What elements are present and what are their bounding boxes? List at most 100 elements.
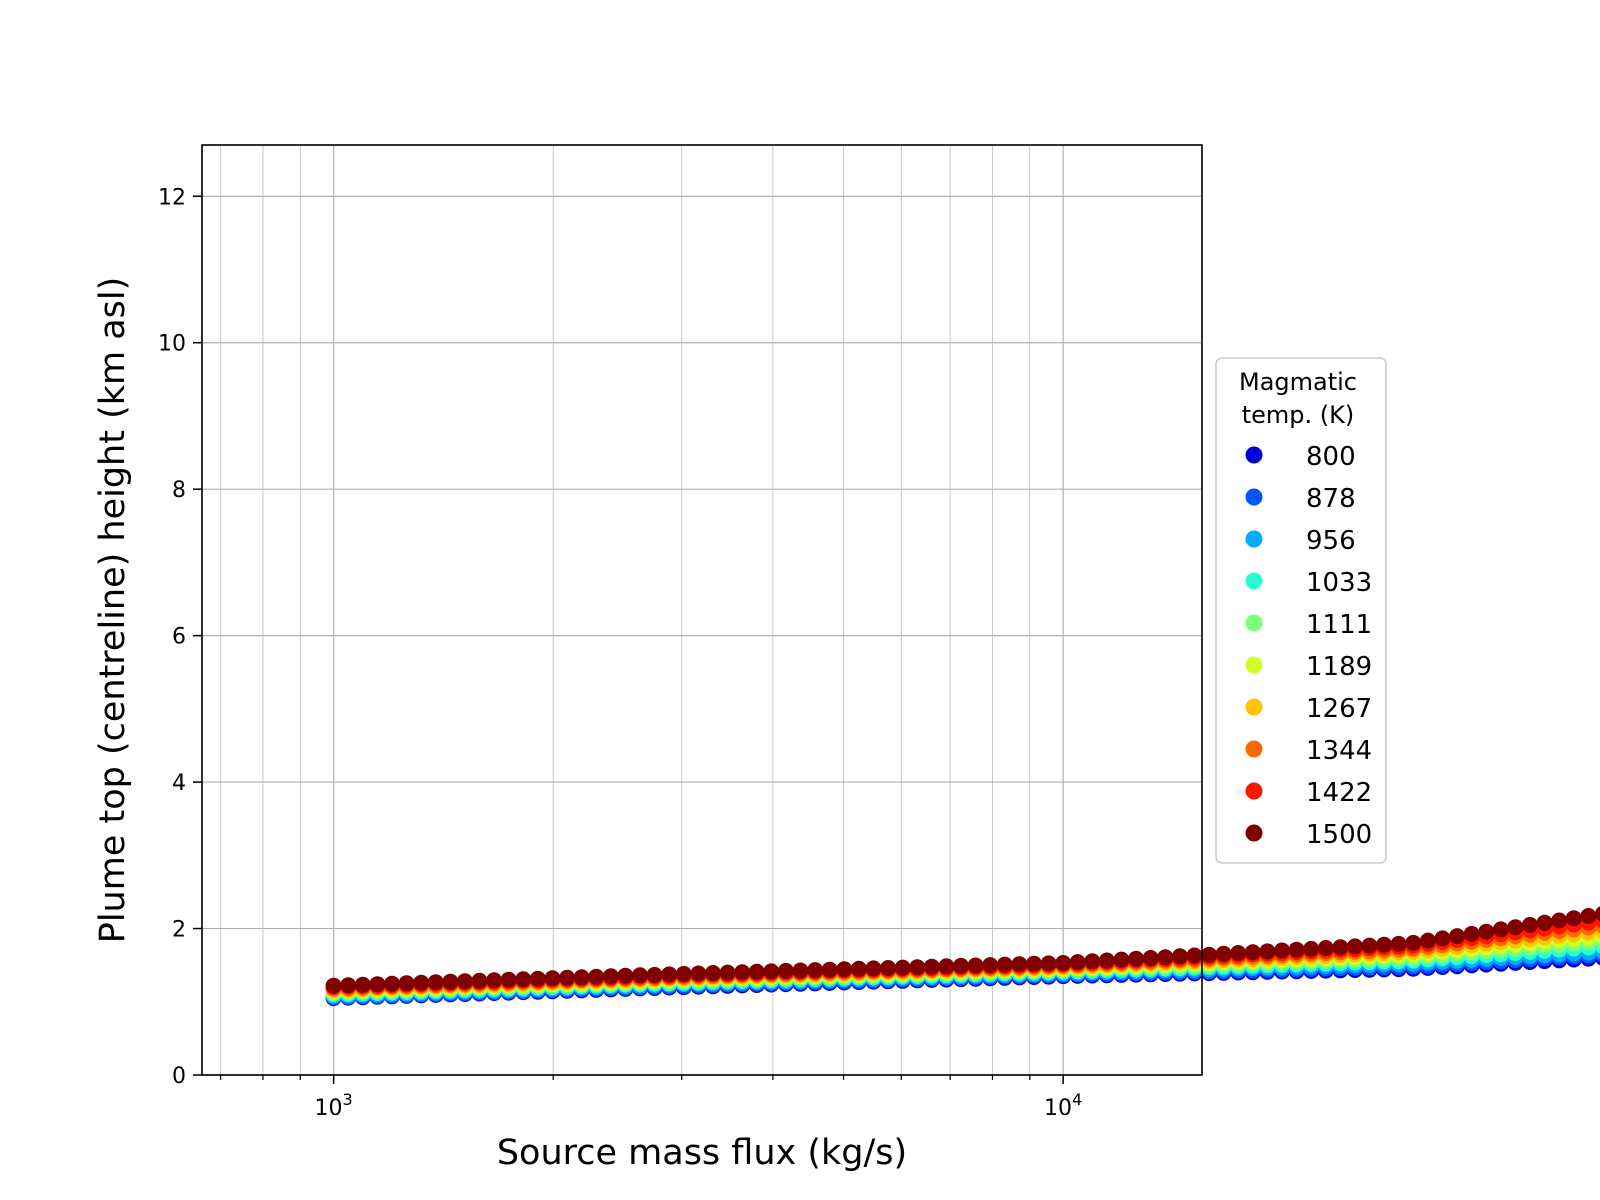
data-point-main-branch [1507, 919, 1524, 936]
legend-label: 1267 [1306, 694, 1372, 724]
legend-label: 1111 [1306, 610, 1372, 640]
data-point-main-branch [1055, 955, 1072, 971]
x-tick-label: 104 [1044, 1090, 1082, 1121]
data-point-main-branch [748, 963, 765, 980]
data-point-main-branch [1026, 955, 1042, 972]
legend-marker [1245, 488, 1263, 506]
data-point-main-branch [544, 970, 561, 987]
data-point-main-branch [661, 966, 678, 983]
data-point-main-branch [1230, 945, 1247, 961]
data-point-main-branch [1011, 956, 1028, 973]
legend-label: 1189 [1306, 652, 1372, 682]
series-1500-points [325, 906, 1600, 994]
legend-label: 956 [1306, 526, 1356, 556]
data-point-main-branch [354, 976, 371, 993]
data-point-main-branch [486, 972, 503, 989]
data-point-main-branch [1522, 916, 1538, 933]
data-point-main-branch [588, 968, 605, 985]
data-point-main-branch [1376, 936, 1393, 953]
y-tick-label: 2 [172, 918, 186, 943]
y-tick-label: 8 [172, 478, 186, 503]
data-point-main-branch [967, 957, 984, 974]
data-point-main-branch [792, 962, 809, 979]
data-point-main-branch [1595, 906, 1600, 922]
legend-frame [1215, 357, 1387, 864]
scatter-points [325, 906, 1600, 1007]
data-point-main-branch [1128, 950, 1145, 967]
legend-marker [1245, 572, 1263, 590]
data-point-main-branch [1580, 908, 1597, 924]
data-point-main-branch [1171, 948, 1188, 965]
data-point-main-branch [821, 961, 838, 978]
data-point-main-branch [559, 969, 576, 986]
data-point-main-branch [865, 960, 882, 977]
data-point-main-branch [777, 962, 794, 979]
data-point-main-branch [923, 958, 940, 975]
data-point-main-branch [938, 958, 955, 975]
legend-item-878: 878 [1245, 484, 1356, 514]
data-point-main-branch [690, 965, 707, 982]
data-point-main-branch [398, 975, 415, 992]
data-point-main-branch [1040, 955, 1057, 972]
data-point-main-branch [909, 959, 926, 976]
data-point-main-branch [982, 957, 999, 974]
data-point-main-branch [880, 960, 897, 976]
data-point-main-branch [996, 956, 1013, 973]
data-point-main-branch [457, 973, 473, 990]
x-tick-label: 103 [315, 1090, 353, 1121]
data-point-main-branch [1303, 940, 1320, 957]
legend-marker [1245, 740, 1263, 758]
data-point-main-branch [1361, 937, 1378, 954]
data-point-main-branch [807, 962, 824, 979]
data-point-main-branch [1463, 925, 1480, 942]
data-point-main-branch [1449, 928, 1466, 945]
data-point-main-branch [632, 967, 648, 984]
data-point-main-branch [1142, 950, 1159, 966]
data-point-main-branch [1274, 942, 1290, 959]
data-point-main-branch [1434, 930, 1451, 947]
legend-label: 1033 [1306, 568, 1372, 598]
y-tick-label: 10 [158, 332, 186, 357]
data-point-main-branch [529, 970, 546, 987]
data-point-main-branch [1390, 935, 1407, 952]
legend-item-1267: 1267 [1245, 694, 1372, 724]
data-point-main-branch [500, 971, 517, 988]
data-point-main-branch [617, 967, 634, 984]
data-point-main-branch [1084, 953, 1101, 970]
legend-item-800: 800 [1245, 442, 1356, 472]
data-point-main-branch [836, 961, 853, 978]
data-point-main-branch [1317, 940, 1334, 956]
legend-item-1344: 1344 [1245, 736, 1372, 766]
legend-item-956: 956 [1245, 526, 1356, 556]
legend-item-1033: 1033 [1245, 568, 1372, 598]
legend-title-line-2: temp. (K) [1242, 401, 1355, 429]
data-point-main-branch [340, 977, 357, 994]
legend-items: 800 878 956 1033 1111 1189 1267 1344 1422 1500 [1245, 442, 1372, 850]
data-point-main-branch [515, 971, 532, 988]
data-point-main-branch [1347, 938, 1363, 955]
legend-title-line-1: Magmatic [1239, 368, 1357, 396]
legend-label: 800 [1306, 442, 1356, 472]
minor-gridlines [220, 145, 1031, 1075]
data-point-main-branch [1478, 923, 1495, 940]
legend-item-1189: 1189 [1245, 652, 1372, 682]
y-tick-label: 12 [158, 185, 186, 210]
data-point-main-branch [953, 957, 969, 974]
data-point-main-branch [1536, 914, 1553, 931]
data-point-main-branch [734, 964, 751, 981]
data-point-main-branch [471, 972, 488, 989]
x-axis-title: Source mass flux (kg/s) [497, 1133, 907, 1173]
data-point-main-branch [850, 960, 867, 977]
y-tick-label: 6 [172, 625, 186, 650]
data-point-main-branch [1492, 921, 1509, 938]
y-tick-label: 0 [172, 1064, 186, 1089]
data-point-main-branch [1419, 932, 1436, 949]
data-point-main-branch [1551, 912, 1568, 929]
y-tick-label: 4 [172, 771, 186, 796]
legend-marker [1245, 530, 1263, 548]
data-point-main-branch [894, 959, 911, 976]
data-point-main-branch [602, 968, 619, 985]
data-point-main-branch [705, 965, 721, 981]
legend-label: 1500 [1306, 820, 1372, 850]
